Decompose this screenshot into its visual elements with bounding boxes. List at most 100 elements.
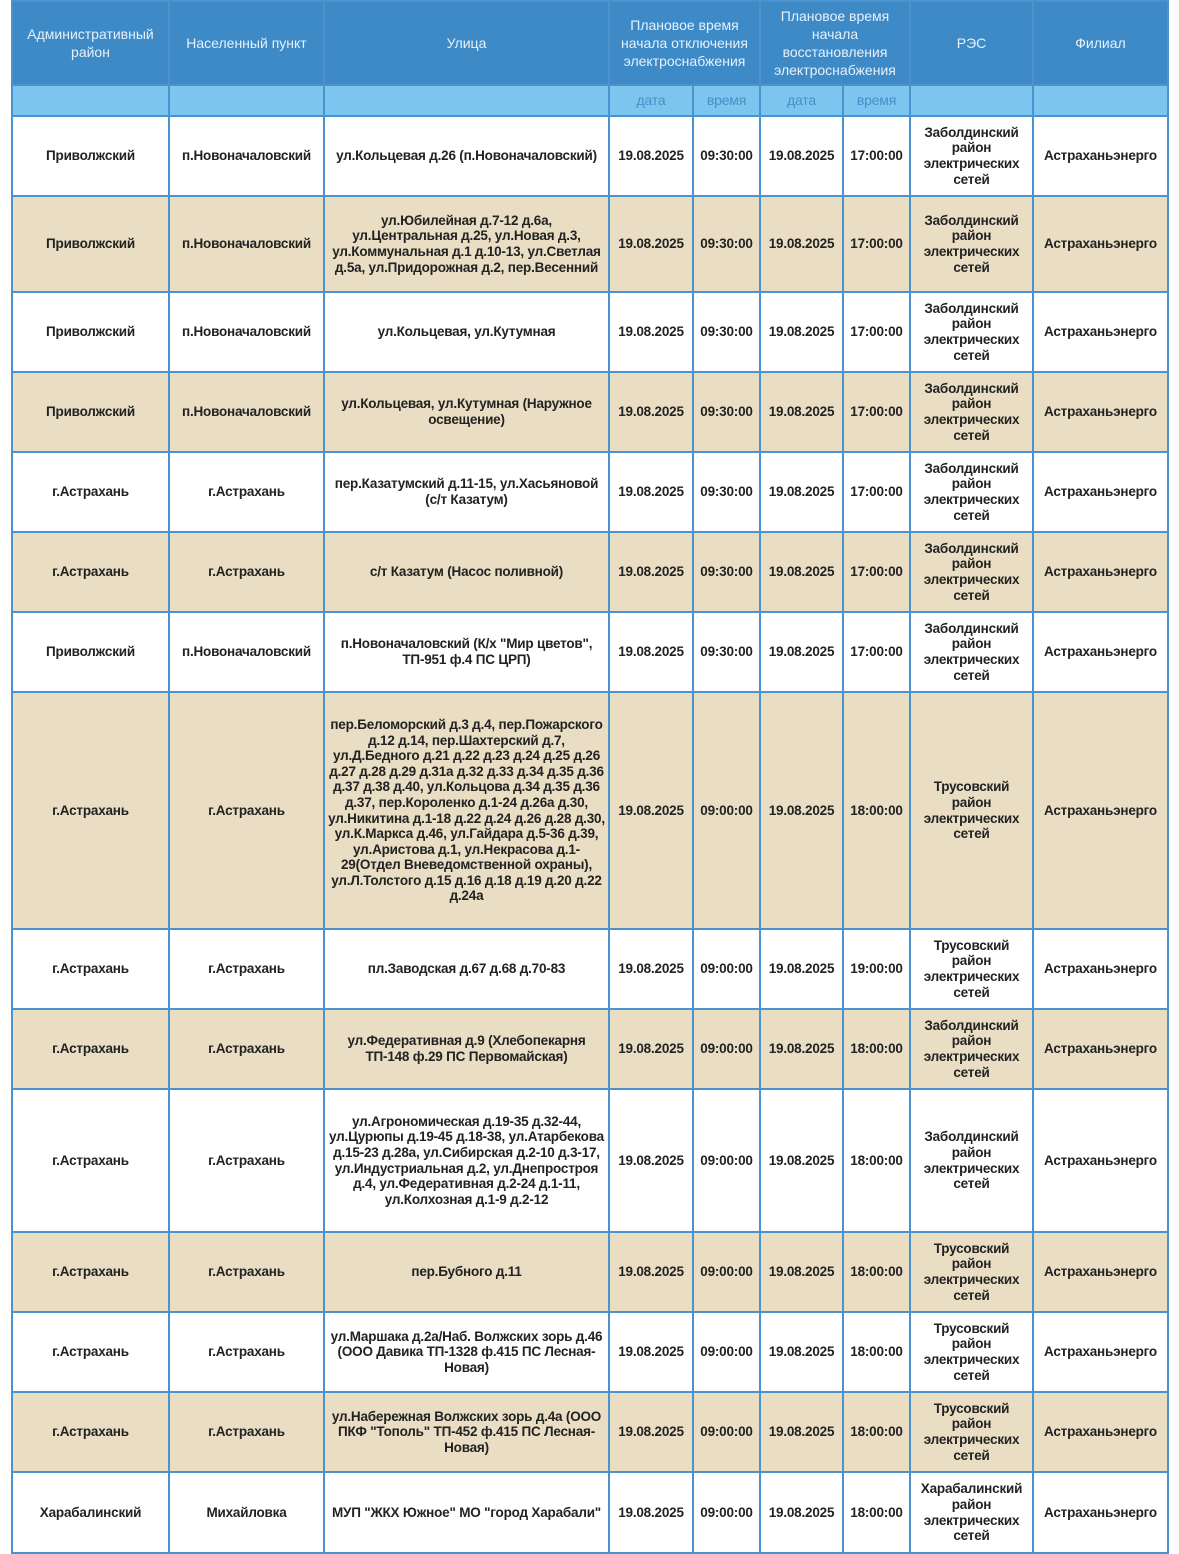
cell-on-time: 17:00:00: [842, 115, 911, 197]
table-row: Приволжский п.Новоначаловский ул.Юбилейная…: [11, 195, 1169, 293]
cell-res: Заболдинский район электрических сетей: [909, 195, 1034, 293]
subheader-off-time: время: [692, 84, 761, 117]
cell-on-time: 18:00:00: [842, 1088, 911, 1233]
cell-district: г.Астрахань: [11, 691, 170, 930]
cell-off-date: 19.08.2025: [608, 928, 694, 1010]
cell-branch: Астраханьэнерго: [1032, 928, 1169, 1010]
cell-street: ул.Набережная Волжских зорь д.4а (ООО ПК…: [323, 1391, 610, 1473]
table-row: г.Астрахань г.Астрахань пер.Беломорский д.…: [11, 691, 1169, 930]
cell-settlement: г.Астрахань: [168, 928, 325, 1010]
cell-district: г.Астрахань: [11, 1391, 170, 1473]
cell-off-date: 19.08.2025: [608, 1231, 694, 1313]
cell-on-time: 17:00:00: [842, 451, 911, 533]
outage-schedule-table: Административный район Населенный пункт …: [11, 0, 1169, 1554]
cell-district: Приволжский: [11, 291, 170, 373]
cell-off-time: 09:30:00: [692, 115, 761, 197]
cell-street: пер.Беломорский д.3 д.4, пер.Пожарского …: [323, 691, 610, 930]
cell-res: Заболдинский район электрических сетей: [909, 115, 1034, 197]
cell-street: МУП "ЖКХ Южное" МО "город Харабали": [323, 1471, 610, 1554]
table-row: Приволжский п.Новоначаловский ул.Кольцевая…: [11, 291, 1169, 373]
header-street: Улица: [323, 0, 610, 86]
cell-branch: Астраханьэнерго: [1032, 1311, 1169, 1393]
cell-off-time: 09:30:00: [692, 291, 761, 373]
table-row: Приволжский п.Новоначаловский ул.Кольцевая…: [11, 371, 1169, 453]
cell-settlement: г.Астрахань: [168, 531, 325, 613]
cell-settlement: г.Астрахань: [168, 691, 325, 930]
cell-on-time: 17:00:00: [842, 611, 911, 693]
cell-res: Заболдинский район электрических сетей: [909, 1008, 1034, 1090]
subheader-empty: [909, 84, 1034, 117]
cell-on-time: 17:00:00: [842, 195, 911, 293]
cell-off-date: 19.08.2025: [608, 1391, 694, 1473]
cell-settlement: г.Астрахань: [168, 1311, 325, 1393]
cell-off-time: 09:00:00: [692, 1391, 761, 1473]
cell-off-date: 19.08.2025: [608, 691, 694, 930]
cell-on-date: 19.08.2025: [759, 1008, 844, 1090]
cell-on-time: 17:00:00: [842, 531, 911, 613]
cell-street: с/т Казатум (Насос поливной): [323, 531, 610, 613]
cell-res: Заболдинский район электрических сетей: [909, 1088, 1034, 1233]
table-row: г.Астрахань г.Астрахань ул.Агрономическая …: [11, 1088, 1169, 1233]
cell-on-time: 18:00:00: [842, 1008, 911, 1090]
cell-branch: Астраханьэнерго: [1032, 1008, 1169, 1090]
cell-off-date: 19.08.2025: [608, 291, 694, 373]
cell-settlement: г.Астрахань: [168, 1088, 325, 1233]
table-row: г.Астрахань г.Астрахань с/т Казатум (Насос…: [11, 531, 1169, 613]
cell-off-time: 09:30:00: [692, 371, 761, 453]
cell-off-time: 09:00:00: [692, 1008, 761, 1090]
cell-on-date: 19.08.2025: [759, 1311, 844, 1393]
table-row: г.Астрахань г.Астрахань пл.Заводская д.67 …: [11, 928, 1169, 1010]
cell-off-date: 19.08.2025: [608, 115, 694, 197]
cell-branch: Астраханьэнерго: [1032, 1231, 1169, 1313]
cell-on-time: 18:00:00: [842, 1391, 911, 1473]
cell-res: Заболдинский район электрических сетей: [909, 451, 1034, 533]
subheader-on-time: время: [842, 84, 911, 117]
cell-district: Приволжский: [11, 195, 170, 293]
cell-on-time: 18:00:00: [842, 691, 911, 930]
cell-on-date: 19.08.2025: [759, 451, 844, 533]
cell-street: п.Новоначаловский (К/х "Мир цветов", ТП-…: [323, 611, 610, 693]
table-row: Приволжский п.Новоначаловский ул.Кольцевая…: [11, 115, 1169, 197]
table-row: Приволжский п.Новоначаловский п.Новоначало…: [11, 611, 1169, 693]
table-row: г.Астрахань г.Астрахань пер.Бубного д.11 19…: [11, 1231, 1169, 1313]
cell-off-date: 19.08.2025: [608, 1008, 694, 1090]
cell-settlement: г.Астрахань: [168, 1008, 325, 1090]
cell-on-time: 17:00:00: [842, 291, 911, 373]
cell-off-time: 09:30:00: [692, 195, 761, 293]
cell-settlement: г.Астрахань: [168, 451, 325, 533]
cell-res: Трусовский район электрических сетей: [909, 691, 1034, 930]
cell-settlement: г.Астрахань: [168, 1391, 325, 1473]
cell-res: Заболдинский район электрических сетей: [909, 531, 1034, 613]
cell-on-time: 18:00:00: [842, 1471, 911, 1554]
header-district: Административный район: [11, 0, 170, 86]
cell-branch: Астраханьэнерго: [1032, 291, 1169, 373]
cell-settlement: Михайловка: [168, 1471, 325, 1554]
cell-on-date: 19.08.2025: [759, 1391, 844, 1473]
subheader-empty: [323, 84, 610, 117]
cell-off-date: 19.08.2025: [608, 1471, 694, 1554]
cell-branch: Астраханьэнерго: [1032, 691, 1169, 930]
cell-settlement: п.Новоначаловский: [168, 195, 325, 293]
table-row: г.Астрахань г.Астрахань ул.Маршака д.2а/На…: [11, 1311, 1169, 1393]
cell-street: ул.Кольцевая д.26 (п.Новоначаловский): [323, 115, 610, 197]
table-row: Харабалинский Михайловка МУП "ЖКХ Южное" М…: [11, 1471, 1169, 1554]
cell-branch: Астраханьэнерго: [1032, 115, 1169, 197]
header-on-time: Плановое время начала восстановления эле…: [759, 0, 911, 86]
subheader-empty: [1032, 84, 1169, 117]
cell-on-date: 19.08.2025: [759, 531, 844, 613]
header-branch: Филиал: [1032, 0, 1169, 86]
cell-res: Харабалинский район электрических сетей: [909, 1471, 1034, 1554]
subheader-empty: [168, 84, 325, 117]
cell-res: Трусовский район электрических сетей: [909, 1231, 1034, 1313]
cell-on-time: 18:00:00: [842, 1311, 911, 1393]
subheader-row: дата время дата время: [11, 84, 1169, 117]
cell-settlement: п.Новоначаловский: [168, 291, 325, 373]
cell-district: г.Астрахань: [11, 1231, 170, 1313]
cell-branch: Астраханьэнерго: [1032, 1391, 1169, 1473]
cell-res: Трусовский район электрических сетей: [909, 1311, 1034, 1393]
cell-district: Харабалинский: [11, 1471, 170, 1554]
cell-res: Заболдинский район электрических сетей: [909, 291, 1034, 373]
cell-off-date: 19.08.2025: [608, 195, 694, 293]
cell-settlement: п.Новоначаловский: [168, 371, 325, 453]
cell-on-date: 19.08.2025: [759, 1088, 844, 1233]
